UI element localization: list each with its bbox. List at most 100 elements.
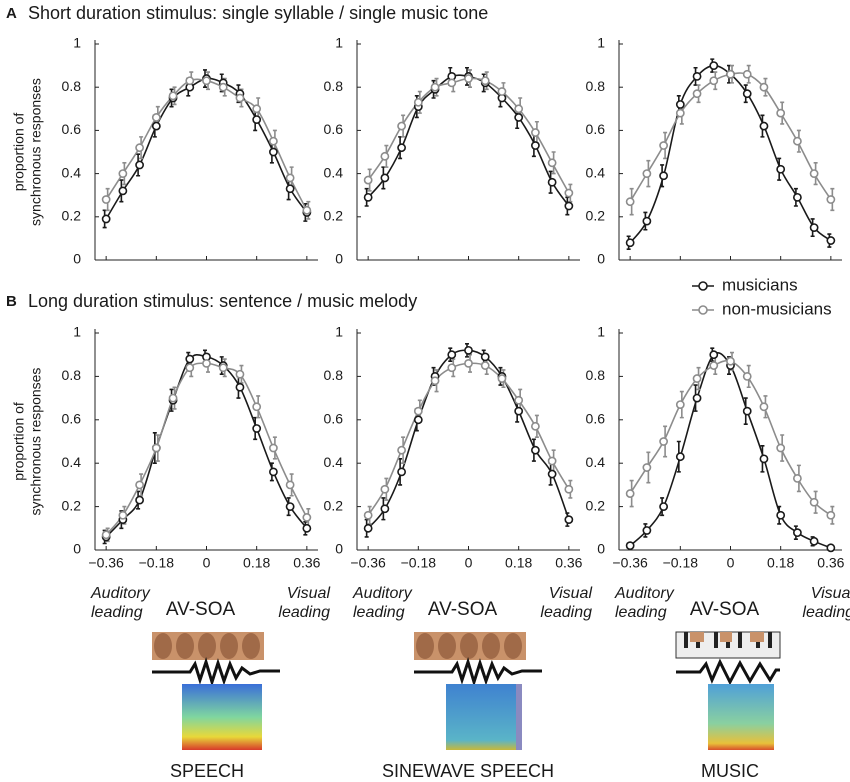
axis-note: Visual: [549, 585, 593, 602]
marker: [363, 510, 373, 520]
marker: [826, 195, 836, 204]
marker: [202, 76, 211, 86]
marker: [531, 445, 540, 455]
axis-note: Visual: [287, 585, 331, 602]
marker: [659, 502, 668, 511]
x-tick-label: 0.18: [767, 555, 794, 571]
x-tick-label: 0.36: [555, 555, 582, 571]
axis-note: leading: [540, 604, 592, 621]
x-tick-label: 0: [727, 555, 735, 571]
y-tick-label: 1: [73, 324, 81, 340]
fit-curve: [367, 362, 570, 516]
axis-note: Visual: [811, 585, 850, 602]
marker: [447, 78, 457, 88]
marker: [675, 400, 685, 410]
x-tick-label: −0.36: [88, 555, 124, 571]
y-tick-label: 0.6: [62, 411, 82, 427]
y-tick-label: 1: [597, 324, 605, 340]
axis-note: leading: [615, 604, 667, 621]
legend-label: non-musicians: [722, 299, 832, 318]
marker: [726, 69, 735, 79]
marker: [268, 443, 278, 453]
marker: [185, 354, 195, 364]
marker: [514, 113, 524, 122]
y-tick-label: 0: [597, 251, 605, 267]
y-tick-label: 0: [335, 251, 343, 267]
fit-curve: [367, 77, 570, 194]
marker: [675, 108, 685, 118]
marker: [709, 350, 719, 360]
marker: [564, 201, 574, 211]
marker: [726, 356, 735, 366]
marker: [659, 141, 668, 150]
marker: [692, 89, 702, 99]
marker: [413, 415, 423, 425]
marker: [135, 143, 144, 153]
marker: [776, 443, 786, 453]
y-tick-label: 0.6: [62, 121, 82, 137]
marker: [464, 345, 473, 355]
marker: [168, 393, 178, 403]
marker: [709, 361, 719, 370]
marker: [742, 69, 752, 79]
marker: [252, 115, 262, 124]
fit-curve: [629, 64, 832, 244]
axis-note: Auditory: [90, 585, 151, 602]
marker: [742, 89, 752, 99]
legend-marker: [698, 305, 708, 315]
marker: [118, 510, 128, 520]
marker: [235, 382, 245, 392]
marker: [480, 361, 490, 370]
marker: [642, 526, 652, 535]
marker: [218, 82, 228, 92]
marker: [285, 184, 295, 194]
marker: [659, 437, 668, 446]
marker: [514, 104, 524, 114]
marker: [363, 192, 373, 202]
y-tick-label: 0.2: [324, 497, 344, 513]
marker: [514, 406, 524, 416]
marker: [625, 197, 635, 207]
x-tick-label: 0.36: [817, 555, 844, 571]
x-axis-label: AV-SOA: [690, 599, 760, 620]
marker: [547, 456, 557, 466]
y-tick-label: 0.4: [586, 454, 606, 470]
y-tick-label: 1: [335, 324, 343, 340]
marker: [151, 121, 161, 131]
x-tick-label: −0.18: [139, 555, 175, 571]
marker: [447, 363, 457, 373]
y-tick-label: 0.4: [62, 454, 82, 470]
marker: [514, 395, 524, 405]
y-tick-label: 0.4: [324, 454, 344, 470]
marker: [464, 358, 473, 368]
y-tick-label: 0.6: [324, 121, 344, 137]
marker: [480, 352, 490, 362]
marker: [101, 195, 111, 204]
marker: [397, 143, 406, 153]
legend-marker: [698, 281, 708, 291]
marker: [430, 376, 440, 386]
x-axis-label: AV-SOA: [428, 599, 498, 620]
marker: [759, 82, 769, 92]
marker: [252, 424, 262, 433]
marker: [168, 91, 178, 101]
y-tick-label: 0: [335, 541, 343, 557]
panel-letter: B: [6, 293, 17, 310]
stimulus-name: SPEECH: [170, 761, 244, 781]
marker: [809, 497, 819, 507]
y-tick-label: 0.2: [62, 497, 82, 513]
marker: [252, 104, 262, 114]
stimulus-name: MUSIC: [701, 761, 759, 781]
marker: [302, 513, 312, 522]
marker: [413, 406, 423, 416]
marker: [363, 523, 373, 533]
marker: [380, 173, 390, 183]
marker: [742, 371, 752, 381]
x-tick-label: −0.36: [350, 555, 386, 571]
marker: [235, 369, 245, 379]
marker: [397, 445, 406, 455]
axis-note: leading: [91, 604, 143, 621]
y-tick-label: 0.8: [62, 78, 82, 94]
y-tick-label: 0.4: [62, 164, 82, 180]
